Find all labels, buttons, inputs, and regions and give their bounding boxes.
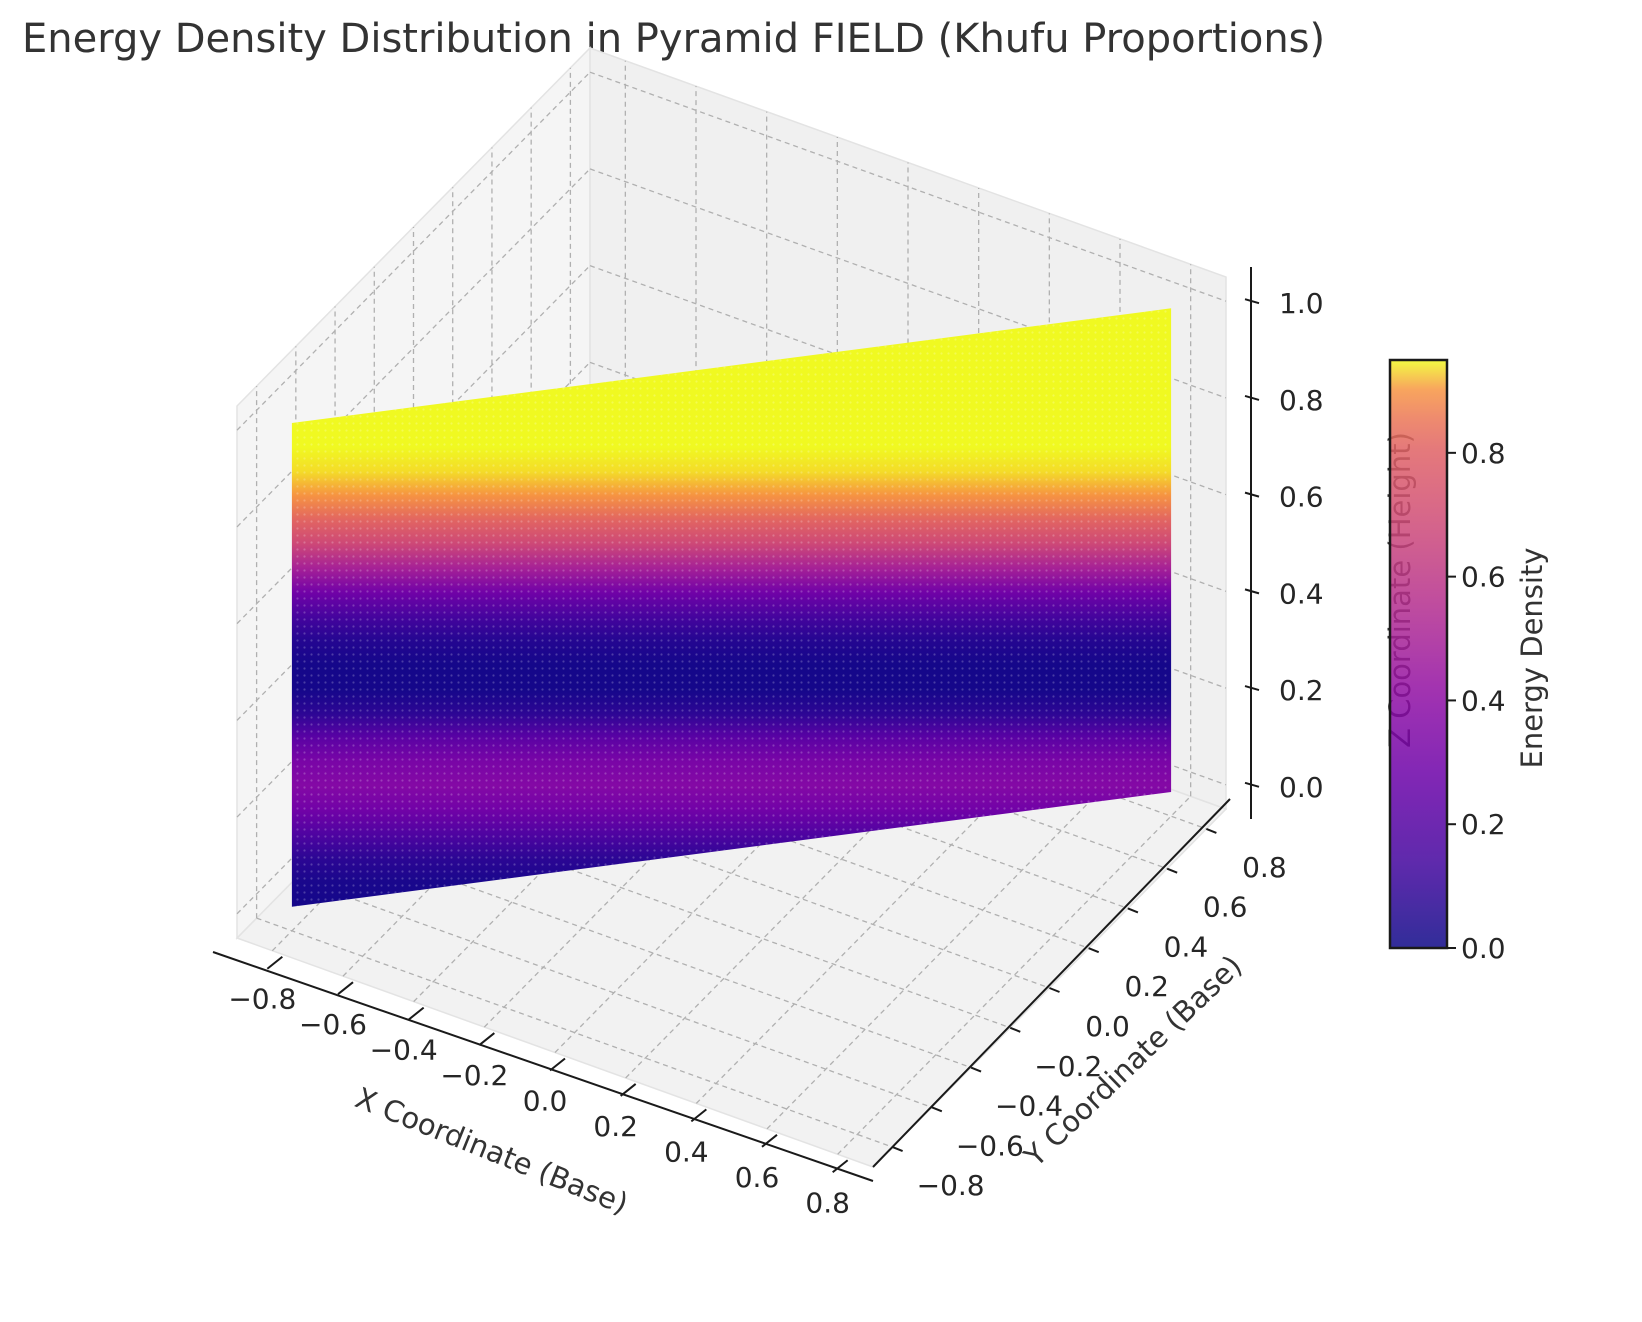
z-tick-label: 1.0 — [1279, 287, 1324, 320]
y-tick-mark — [1206, 827, 1217, 834]
x-tick-label: −0.2 — [440, 1059, 508, 1092]
z-tick-label: 0.8 — [1279, 384, 1324, 417]
x-axis-line — [212, 951, 874, 1182]
x-tick-mark — [337, 981, 354, 995]
surface-point-texture — [291, 308, 1172, 907]
x-tick-label: −0.6 — [299, 1008, 367, 1041]
x-tick-label: 0.2 — [593, 1110, 638, 1143]
energy-density-surface — [291, 308, 1172, 907]
z-tick-mark — [1244, 491, 1260, 498]
colorbar-tick-label: 0.4 — [1461, 684, 1506, 717]
colorbar-tick-label: 0.8 — [1461, 437, 1506, 470]
axis-lines — [212, 267, 1252, 1182]
colorbar — [1388, 358, 1449, 950]
z-tick-label: 0.6 — [1279, 481, 1324, 514]
x-tick-mark — [690, 1108, 707, 1123]
colorbar-ticks: 0.0 0.2 0.4 0.6 0.8 — [1447, 437, 1506, 965]
y-tick-label: 0.0 — [1085, 1010, 1130, 1043]
y-tick-label: −0.8 — [917, 1169, 985, 1202]
x-tick-mark — [761, 1134, 778, 1148]
y-tick-mark — [1088, 947, 1100, 954]
z-tick-label: 0.2 — [1279, 674, 1324, 707]
y-tick-mark — [970, 1066, 982, 1073]
z-tick-mark — [1244, 394, 1260, 401]
x-tick-label: 0.6 — [735, 1161, 780, 1194]
colorbar-tick-label: 0.0 — [1461, 932, 1506, 965]
z-tick-mark — [1244, 588, 1260, 595]
colorbar-tick-label: 0.6 — [1461, 561, 1506, 594]
y-tick-mark — [892, 1146, 903, 1153]
colorbar-label: Energy Density — [1515, 548, 1549, 769]
y-tick-mark — [1166, 867, 1178, 874]
x-tick-mark — [478, 1032, 495, 1046]
z-tick-label: 0.0 — [1279, 771, 1324, 804]
x-axis-ticks: −0.8−0.6−0.4−0.2 0.0 0.2 0.4 0.6 0.8 — [228, 955, 850, 1219]
y-tick-label: 0.2 — [1124, 970, 1169, 1003]
y-tick-mark — [1009, 1026, 1021, 1033]
x-tick-mark — [832, 1159, 849, 1174]
x-tick-label: 0.0 — [523, 1085, 568, 1118]
y-tick-mark — [1127, 907, 1139, 914]
y-tick-label: 0.8 — [1242, 851, 1287, 884]
y-tick-label: −0.4 — [995, 1090, 1063, 1123]
colorbar-gradient — [1388, 358, 1449, 950]
grid-line-x-floor — [837, 795, 1192, 1155]
z-tick-mark — [1244, 781, 1260, 788]
y-axis-ticks: −0.8 −0.6 −0.4 −0.2 0.0 0.2 0.4 0.6 0.8 — [892, 827, 1287, 1202]
z-tick-label: 0.4 — [1279, 577, 1324, 610]
y-tick-label: −0.6 — [956, 1129, 1024, 1162]
x-tick-mark — [620, 1083, 637, 1097]
y-tick-label: 0.4 — [1164, 930, 1209, 963]
grid-line-y-floor — [295, 877, 933, 1108]
x-tick-label: 0.8 — [805, 1186, 850, 1219]
z-tick-mark — [1244, 685, 1260, 692]
y-axis-line — [872, 798, 1231, 1168]
x-tick-mark — [549, 1057, 566, 1072]
x-tick-mark — [266, 955, 283, 970]
y-tick-mark — [1049, 987, 1060, 993]
grid-line-x-floor — [766, 770, 1121, 1130]
y-tick-label: −0.2 — [1034, 1050, 1102, 1083]
x-axis-label: X Coordinate (Base) — [351, 1081, 633, 1221]
grid-line-z-left — [236, 71, 591, 431]
grid-line-y-floor — [256, 917, 893, 1148]
y-tick-label: 0.6 — [1203, 891, 1248, 924]
x-tick-mark — [408, 1006, 425, 1021]
y-tick-mark — [931, 1106, 943, 1113]
z-tick-mark — [1244, 298, 1260, 305]
grid-line-z-back — [589, 71, 1227, 302]
grid-line-z-back — [589, 168, 1227, 399]
x-tick-label: 0.4 — [664, 1135, 709, 1168]
chart-title: Energy Density Distribution in Pyramid F… — [22, 16, 1325, 62]
x-tick-label: −0.8 — [228, 983, 296, 1016]
colorbar-tick-label: 0.2 — [1461, 808, 1506, 841]
z-axis-ticks: 0.0 0.2 0.4 0.6 0.8 1.0 — [1244, 287, 1324, 804]
x-tick-label: −0.4 — [370, 1034, 438, 1067]
